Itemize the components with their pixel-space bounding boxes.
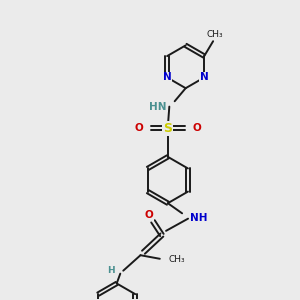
Text: O: O: [192, 123, 201, 133]
Text: CH₃: CH₃: [168, 255, 185, 264]
Text: NH: NH: [190, 213, 208, 223]
Text: HN: HN: [149, 102, 167, 112]
Text: O: O: [144, 210, 153, 220]
Text: N: N: [200, 73, 208, 82]
Text: CH₃: CH₃: [206, 30, 223, 39]
Text: N: N: [163, 73, 172, 82]
Text: H: H: [107, 266, 115, 274]
Text: O: O: [135, 123, 143, 133]
Text: S: S: [163, 122, 172, 134]
